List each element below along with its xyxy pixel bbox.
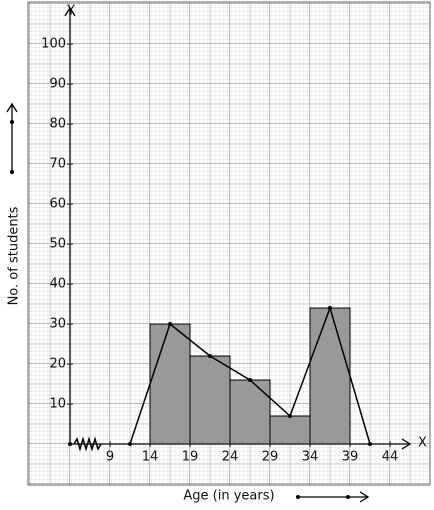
histogram-bar [229, 379, 271, 445]
x-tick-label: 39 [342, 450, 359, 465]
x-tick-label: 19 [182, 450, 199, 465]
axis-break [73, 436, 102, 452]
y-axis [64, 6, 76, 444]
y-tick-label: 90 [49, 77, 66, 92]
y-axis-name: Y [66, 4, 75, 19]
y-tick-label: 30 [49, 317, 66, 332]
polygon-point [368, 442, 372, 446]
polygon-point [168, 322, 172, 326]
x-tick-label: 29 [262, 450, 279, 465]
polygon-point [248, 378, 252, 382]
y-axis-label: No. of students [7, 206, 22, 305]
y-tick-label: 100 [41, 37, 66, 52]
polygon-point [208, 354, 212, 358]
y-tick-label: 20 [49, 357, 66, 372]
direction-arrows [6, 102, 370, 503]
y-tick-label: 80 [49, 117, 66, 132]
x-axis-name: X [418, 436, 427, 451]
polygon-point [128, 442, 132, 446]
x-tick-label: 24 [222, 450, 239, 465]
y-tick-label: 70 [49, 157, 66, 172]
histogram-bar [149, 323, 191, 445]
histogram-bar [309, 307, 351, 445]
y-tick-label: 60 [49, 197, 66, 212]
x-axis-label: Age (in years) [183, 489, 274, 504]
x-tick-label: 34 [302, 450, 319, 465]
histogram-bar [269, 415, 311, 445]
y-tick-label: 40 [49, 277, 66, 292]
x-tick-label: 14 [142, 450, 159, 465]
histogram-bar [189, 355, 231, 445]
polygon-point [328, 306, 332, 310]
polygon-point [288, 414, 292, 418]
y-tick-label: 10 [49, 397, 66, 412]
origin-dot [68, 442, 72, 446]
x-tick-label: 9 [106, 450, 114, 465]
arrow-dots [10, 120, 350, 499]
plot: 10 20 30 40 50 60 70 80 90 100 9 14 19 24 29 34 39 44 [41, 6, 412, 465]
x-tick-label: 44 [382, 450, 399, 465]
y-tick-label: 50 [49, 237, 66, 252]
